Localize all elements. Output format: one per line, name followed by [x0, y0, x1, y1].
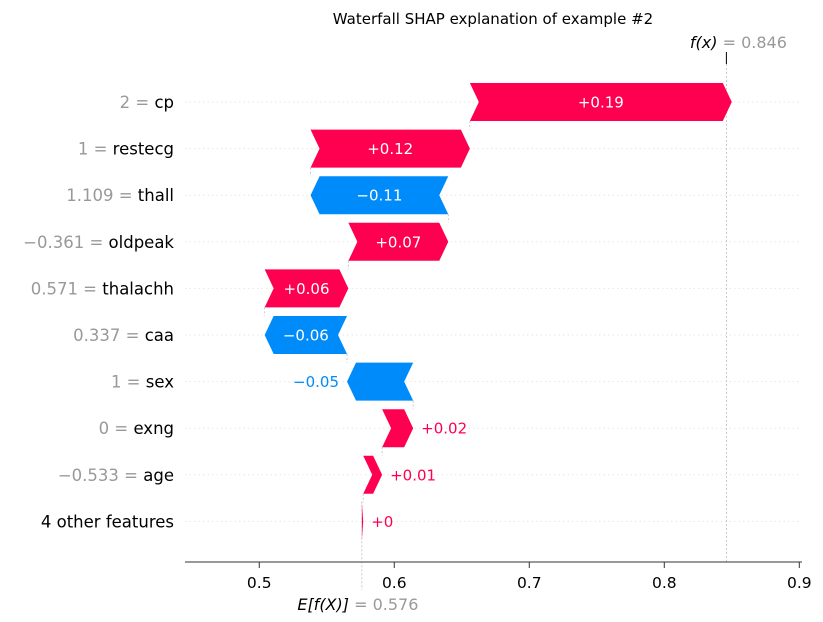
- feature-value: 0 =: [99, 419, 134, 438]
- feature-label: 4 other features: [41, 512, 174, 531]
- feature-labels: 2 = cp 1 = restecg 1.109 = thall −0.361 = o…: [23, 93, 174, 531]
- contribution-bar: [363, 455, 383, 494]
- contribution-label: +0: [371, 513, 393, 531]
- feature-value: 2 =: [120, 93, 155, 112]
- base-value-annotation: E[f(X)] = 0.576: [297, 595, 418, 614]
- base-value-text: = 0.576: [349, 595, 418, 614]
- x-tick-label: 0.5: [247, 574, 272, 592]
- feature-value: 1.109 =: [66, 186, 138, 205]
- contribution-bar: [469, 83, 732, 121]
- x-tick-label: 0.8: [652, 574, 677, 592]
- feature-label: 2 = cp: [120, 93, 174, 112]
- feature-label: 0.337 = caa: [73, 326, 174, 345]
- feature-name: restecg: [113, 140, 174, 159]
- x-axis: 0.5 0.6 0.7 0.8 0.9: [185, 561, 812, 592]
- feature-value: 0.571 =: [31, 279, 103, 298]
- contribution-label: +0.02: [421, 420, 467, 438]
- contribution-bar: [361, 502, 364, 541]
- feature-value: −0.533 =: [58, 466, 143, 485]
- contribution-bar: [348, 222, 449, 261]
- base-value-label: E[f(X)]: [297, 595, 349, 614]
- contribution-label: +0.01: [390, 466, 436, 484]
- value-annotations: E[f(X)] = 0.576 f(x) = 0.846: [297, 33, 787, 614]
- contribution-bar: [347, 362, 414, 401]
- contribution-label: +0.06: [284, 280, 330, 298]
- contribution-bar: [310, 129, 470, 168]
- feature-name: exng: [133, 419, 174, 438]
- feature-label: 0.571 = thalachh: [31, 279, 174, 298]
- x-tick-label: 0.9: [787, 574, 812, 592]
- contribution-bars: +0.19 +0.12 −0.11 +0.07 +0.06 −0.06 −0.05 +0.02…: [264, 83, 732, 541]
- feature-label: −0.533 = age: [58, 466, 174, 485]
- feature-name: thalachh: [102, 279, 174, 298]
- feature-name: caa: [145, 326, 174, 345]
- feature-label: 0 = exng: [99, 419, 174, 438]
- final-value-text: = 0.846: [717, 33, 786, 52]
- feature-label: 1 = restecg: [78, 140, 174, 159]
- feature-label: 1.109 = thall: [66, 186, 174, 205]
- feature-value: 0.337 =: [73, 326, 145, 345]
- feature-name: 4 other features: [41, 512, 174, 531]
- feature-name: oldpeak: [109, 233, 175, 252]
- contribution-label: −0.06: [283, 327, 329, 345]
- chart-title: Waterfall SHAP explanation of example #2: [333, 10, 653, 28]
- x-tick-label: 0.6: [382, 574, 407, 592]
- contribution-label: −0.11: [356, 187, 402, 205]
- feature-label: −0.361 = oldpeak: [23, 233, 174, 252]
- row-gridlines: [185, 101, 802, 522]
- final-value-annotation: f(x) = 0.846: [690, 33, 787, 52]
- x-tick-label: 0.7: [517, 574, 542, 592]
- contribution-bar: [310, 176, 449, 215]
- feature-label: 1 = sex: [111, 373, 174, 392]
- final-value-label: f(x): [690, 33, 718, 52]
- contribution-label: +0.12: [367, 140, 413, 158]
- feature-name: cp: [154, 93, 174, 112]
- contribution-label: +0.07: [375, 233, 421, 251]
- feature-value: −0.361 =: [23, 233, 108, 252]
- contribution-bar: [264, 269, 349, 308]
- feature-value: 1 =: [78, 140, 113, 159]
- feature-value: 1 =: [111, 373, 146, 392]
- contribution-label: +0.19: [578, 94, 624, 112]
- feature-name: thall: [138, 186, 174, 205]
- feature-name: age: [143, 466, 174, 485]
- contribution-label: −0.05: [293, 373, 339, 391]
- contribution-bar: [264, 316, 348, 354]
- guide-lines: [264, 52, 727, 590]
- contribution-bar: [382, 409, 414, 448]
- feature-name: sex: [146, 373, 174, 392]
